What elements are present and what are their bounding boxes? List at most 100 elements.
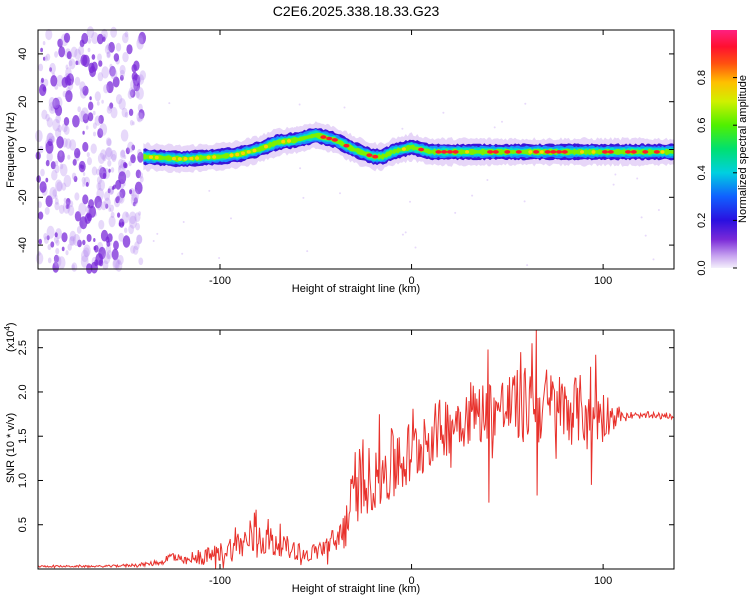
noise-blob xyxy=(46,151,53,162)
noise-blob xyxy=(113,258,120,269)
noise-blob xyxy=(82,172,86,176)
noise-blob xyxy=(50,75,58,87)
noise-blob xyxy=(123,155,127,160)
x-tick-label: 0 xyxy=(408,275,414,287)
ridge-hotspot xyxy=(177,157,182,161)
noise-dot xyxy=(156,232,159,235)
noise-blob xyxy=(53,98,60,109)
noise-blob xyxy=(93,238,96,242)
noise-blob xyxy=(63,117,70,126)
noise-blob xyxy=(125,147,130,155)
noise-blob xyxy=(136,234,143,245)
noise-blob xyxy=(137,116,141,122)
noise-blob xyxy=(121,221,125,226)
noise-dot xyxy=(302,196,305,199)
noise-blob xyxy=(76,226,82,234)
noise-blob xyxy=(121,107,128,118)
noise-blob xyxy=(61,246,65,252)
noise-blob xyxy=(112,258,120,271)
noise-blob xyxy=(77,106,81,113)
noise-blob xyxy=(102,36,106,42)
noise-blob xyxy=(43,78,49,87)
noise-blob xyxy=(68,58,76,70)
snr-series-line xyxy=(37,329,674,569)
noise-dot xyxy=(152,240,155,242)
noise-blob xyxy=(91,54,96,60)
noise-blob xyxy=(97,72,104,82)
noise-blob xyxy=(124,227,128,234)
noise-blob xyxy=(53,254,59,263)
noise-blob xyxy=(118,98,126,110)
noise-blob xyxy=(54,198,59,205)
noise-blob xyxy=(117,259,121,265)
noise-blob xyxy=(115,260,123,272)
noise-blob xyxy=(46,117,53,128)
noise-blob xyxy=(135,169,142,179)
colorbar: 0.0 0.2 0.4 0.6 0.8 Normalized spectral ampl… xyxy=(696,30,749,276)
noise-blob xyxy=(139,176,144,183)
noise-blob xyxy=(110,106,118,119)
noise-blob xyxy=(65,198,71,206)
noise-blob xyxy=(135,91,140,99)
noise-blob xyxy=(70,46,78,58)
noise-dot xyxy=(640,216,643,219)
noise-blob xyxy=(54,160,59,166)
noise-blob xyxy=(78,202,87,216)
noise-blob xyxy=(124,31,129,38)
noise-blob xyxy=(137,149,142,157)
noise-blob xyxy=(87,157,92,166)
noise-blob xyxy=(104,44,111,55)
ridge-hotspot xyxy=(452,150,459,154)
noise-blob xyxy=(138,109,145,120)
noise-blob xyxy=(73,175,78,183)
noise-blob xyxy=(63,32,71,43)
noise-blob xyxy=(41,109,48,120)
noise-blob xyxy=(105,137,112,146)
noise-blob xyxy=(134,241,140,251)
noise-blob xyxy=(115,179,122,190)
noise-blob xyxy=(47,257,52,264)
noise-blob xyxy=(79,216,88,230)
noise-blob xyxy=(98,60,103,67)
noise-blob xyxy=(77,59,81,65)
noise-blob xyxy=(58,204,65,214)
ridge-hotspot xyxy=(550,150,557,154)
snr-y-axis-label: SNR (10 * v/v) xyxy=(5,413,17,483)
noise-blob xyxy=(118,165,121,170)
ridge-hotspot xyxy=(625,150,631,154)
noise-blob xyxy=(136,75,142,84)
ridge-hotspot xyxy=(149,155,153,159)
snr-plot-area xyxy=(38,330,674,569)
noise-dot xyxy=(218,257,221,259)
noise-blob xyxy=(94,259,99,267)
noise-blob xyxy=(128,211,137,225)
noise-blob xyxy=(69,230,77,242)
ridge-hotspot xyxy=(418,147,425,152)
noise-blob xyxy=(37,201,42,209)
noise-blob xyxy=(131,71,138,82)
noise-blob xyxy=(129,119,134,126)
noise-blob xyxy=(137,35,144,45)
noise-blob xyxy=(49,186,57,200)
ridge-hotspot xyxy=(580,150,584,154)
y-tick-label: 2.0 xyxy=(17,384,29,399)
noise-blob xyxy=(97,33,104,45)
noise-blob xyxy=(63,197,67,203)
ridge-hotspot xyxy=(281,139,286,144)
noise-blob xyxy=(82,239,86,246)
noise-blob xyxy=(85,181,89,187)
noise-blob xyxy=(138,257,144,266)
noise-blob xyxy=(113,184,116,190)
noise-blob xyxy=(128,108,134,116)
noise-blob xyxy=(80,107,89,120)
noise-blob xyxy=(118,222,122,227)
y-tick-label: 40 xyxy=(17,48,29,60)
noise-blob xyxy=(74,148,81,159)
colorbar-gradient xyxy=(711,30,737,268)
noise-dot xyxy=(652,258,655,261)
ridge-hotspot xyxy=(287,139,291,143)
colorbar-tick-label: 0.8 xyxy=(696,70,708,85)
noise-blob xyxy=(72,234,81,246)
ridge-hotspot xyxy=(252,148,257,153)
ridge-hotspot xyxy=(206,155,211,160)
